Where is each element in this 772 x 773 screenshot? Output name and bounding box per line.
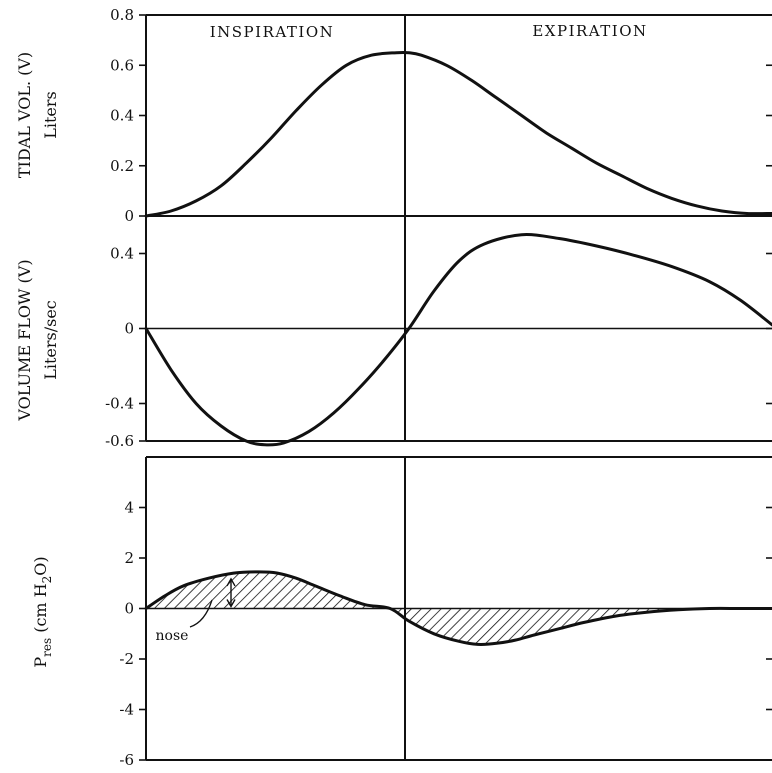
volume-flow-panel: VOLUME FLOW (V) Liters/sec -0.6 -0.4 0 0.4 [15, 215, 772, 450]
resistive-pressure-y-tick-label: 0 [124, 600, 134, 618]
resistive-pressure-panel: Pres (cm H2O) nose -6 -4 -2 0 2 4 [31, 456, 772, 769]
phase-label-inspiration: INSPIRATION [210, 23, 335, 41]
resistive-pressure-y-tick-label: -4 [119, 701, 134, 719]
tidal-volume-y-tick-label: 0.6 [110, 56, 134, 74]
y-axis-title-tidal-volume: TIDAL VOL. (V) [15, 52, 34, 178]
tidal-volume-y-tick-label: 0 [124, 207, 134, 225]
nose-arrow-head-top [226, 577, 236, 587]
phase-label-expiration: EXPIRATION [532, 22, 647, 40]
nose-arrow-head-bottom [226, 599, 236, 608]
resistive-pressure-series-line [144, 570, 772, 646]
resistive-pressure-hatched-area [146, 571, 772, 645]
resistive-pressure-y-tick-label: -6 [119, 751, 134, 769]
tidal-volume-y-tick-label: 0.2 [110, 157, 134, 175]
tidal-volume-y-tick-label: 0.4 [110, 107, 134, 125]
tidal-volume-y-tick-label: 0.8 [110, 6, 134, 24]
volume-flow-series-line [144, 233, 772, 447]
nose-annotation-label: nose [156, 628, 189, 644]
volume-flow-y-tick-label: 0 [124, 320, 134, 338]
y-axis-unit-tidal-volume: Liters [41, 91, 60, 139]
volume-flow-y-tick-label: 0.4 [110, 245, 134, 263]
y-axis-unit-volume-flow: Liters/sec [41, 300, 60, 380]
volume-flow-y-tick-label: -0.6 [105, 432, 134, 450]
resistive-pressure-y-tick-label: 2 [124, 549, 134, 567]
nose-pointer-line [189, 599, 213, 628]
y-axis-title-resistive-pressure: Pres (cm H2O) [31, 556, 54, 667]
resistive-pressure-y-tick-label: 4 [124, 499, 134, 517]
tidal-volume-series-line [144, 50, 772, 218]
tidal-volume-panel: INSPIRATION EXPIRATION TIDAL VOL. (V) Li… [15, 6, 772, 225]
y-axis-title-volume-flow: VOLUME FLOW (V) [15, 259, 34, 421]
resistive-pressure-y-tick-label: -2 [119, 650, 134, 668]
volume-flow-y-tick-label: -0.4 [105, 395, 134, 413]
